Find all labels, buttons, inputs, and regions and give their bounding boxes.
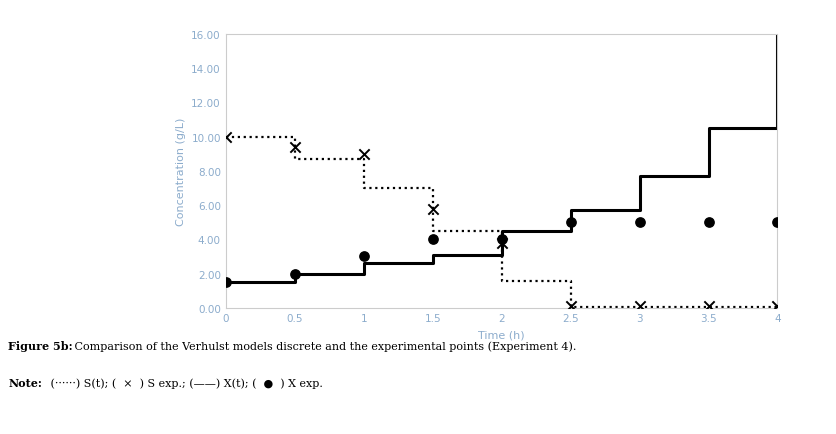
Point (701, 303, 715, 310)
Text: Note:: Note: (8, 378, 43, 388)
Point (563, 303, 577, 310)
Point (771, 219, 784, 226)
Point (288, 144, 302, 151)
Point (426, 236, 440, 243)
Point (633, 219, 646, 226)
Point (426, 206, 440, 213)
Y-axis label: Concentration (g/L): Concentration (g/L) (176, 117, 186, 226)
Point (219, 279, 232, 286)
Point (357, 151, 370, 158)
Point (701, 219, 715, 226)
Point (288, 270, 302, 277)
Point (563, 219, 577, 226)
Point (633, 303, 646, 310)
Text: Comparison of the Verhulst models discrete and the experimental points (Experime: Comparison of the Verhulst models discre… (71, 341, 577, 351)
Text: Figure 5b:: Figure 5b: (8, 341, 73, 352)
Text: (······) S(t); (  ×  ) S exp.; (——) X(t); (  ●  ) X exp.: (······) S(t); ( × ) S exp.; (——) X(t); … (47, 378, 323, 388)
Point (495, 240, 508, 247)
Point (495, 236, 508, 243)
Point (771, 303, 784, 310)
Point (357, 253, 370, 260)
X-axis label: Time (h): Time (h) (478, 330, 525, 340)
Point (219, 134, 232, 141)
